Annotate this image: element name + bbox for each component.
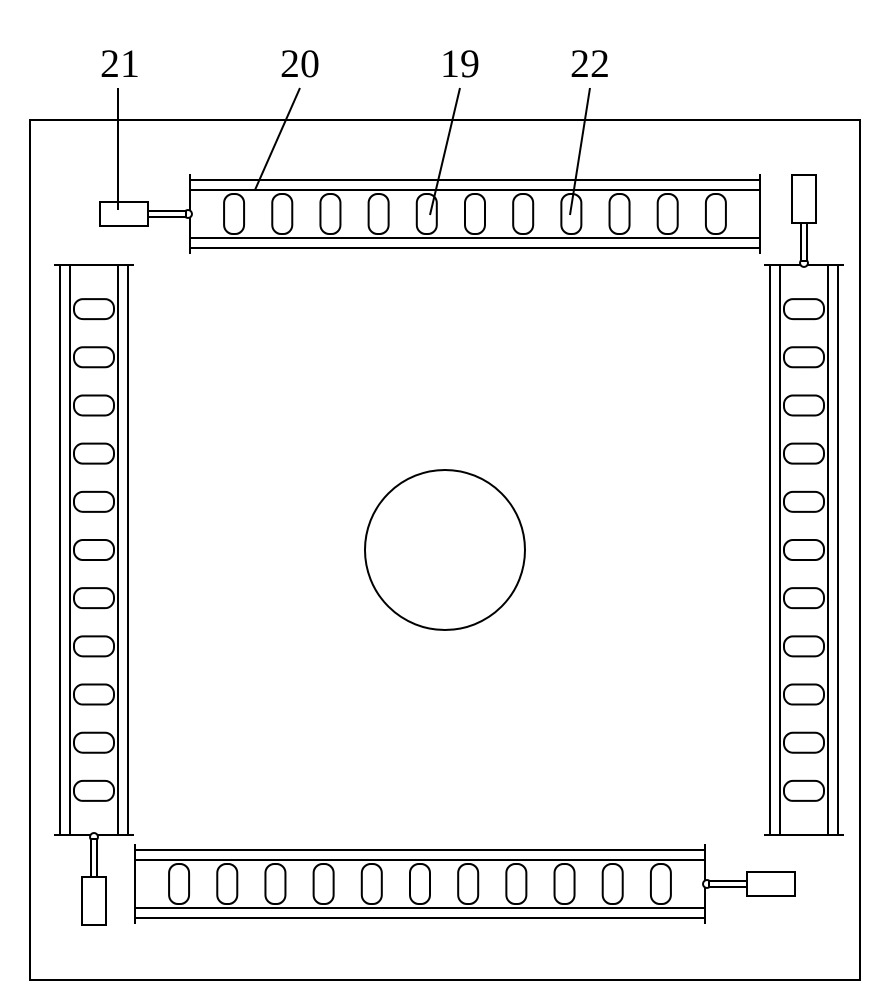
rail-top-slot (224, 194, 244, 234)
rail-bottom-slot (169, 864, 189, 904)
rail-left-slot (74, 781, 114, 801)
rail-left-slot (74, 588, 114, 608)
rail-right-slot (784, 781, 824, 801)
rail-top-slot (610, 194, 630, 234)
rail-bottom-slot (265, 864, 285, 904)
cyl-left-body (82, 877, 106, 925)
rail-top-slot (465, 194, 485, 234)
rail-right-slot (784, 347, 824, 367)
callout-20: 20 (280, 40, 320, 87)
rail-top-slot (272, 194, 292, 234)
rail-right-slot (784, 733, 824, 753)
rail-left-slot (74, 299, 114, 319)
rail-right-slot (784, 299, 824, 319)
cyl-right-rod (801, 223, 807, 261)
callout-21: 21 (100, 40, 140, 87)
rail-left-slot (74, 492, 114, 512)
rail-right-slot (784, 444, 824, 464)
rail-right-slot (784, 492, 824, 512)
rail-left-slot (74, 636, 114, 656)
rail-bottom-slot (410, 864, 430, 904)
rail-top-slot (513, 194, 533, 234)
rail-bottom-slot (555, 864, 575, 904)
rail-top-slot (320, 194, 340, 234)
center-hole (365, 470, 525, 630)
leader-20 (255, 88, 300, 190)
rail-right-slot (784, 636, 824, 656)
rail-left-slot (74, 347, 114, 367)
cyl-bottom-rod (709, 881, 747, 887)
rail-bottom-slot (217, 864, 237, 904)
rail-top-slot (706, 194, 726, 234)
diagram-canvas (0, 0, 895, 1000)
rail-bottom-slot (458, 864, 478, 904)
rail-top-slot (658, 194, 678, 234)
rail-right-slot (784, 588, 824, 608)
rail-right-slot (784, 685, 824, 705)
rail-right-slot (784, 395, 824, 415)
cyl-right-body (792, 175, 816, 223)
rail-bottom-slot (651, 864, 671, 904)
rail-right-slot (784, 540, 824, 560)
cyl-bottom-body (747, 872, 795, 896)
callout-19: 19 (440, 40, 480, 87)
rail-left-slot (74, 733, 114, 753)
cyl-left-rod (91, 839, 97, 877)
callout-22: 22 (570, 40, 610, 87)
rail-left-slot (74, 444, 114, 464)
rail-bottom-slot (314, 864, 334, 904)
rail-bottom-slot (362, 864, 382, 904)
rail-top-slot (369, 194, 389, 234)
rail-bottom-slot (506, 864, 526, 904)
cyl-top-rod (148, 211, 186, 217)
rail-left-slot (74, 395, 114, 415)
rail-left-slot (74, 540, 114, 560)
rail-left-slot (74, 685, 114, 705)
cyl-top-body (100, 202, 148, 226)
rail-bottom-slot (603, 864, 623, 904)
